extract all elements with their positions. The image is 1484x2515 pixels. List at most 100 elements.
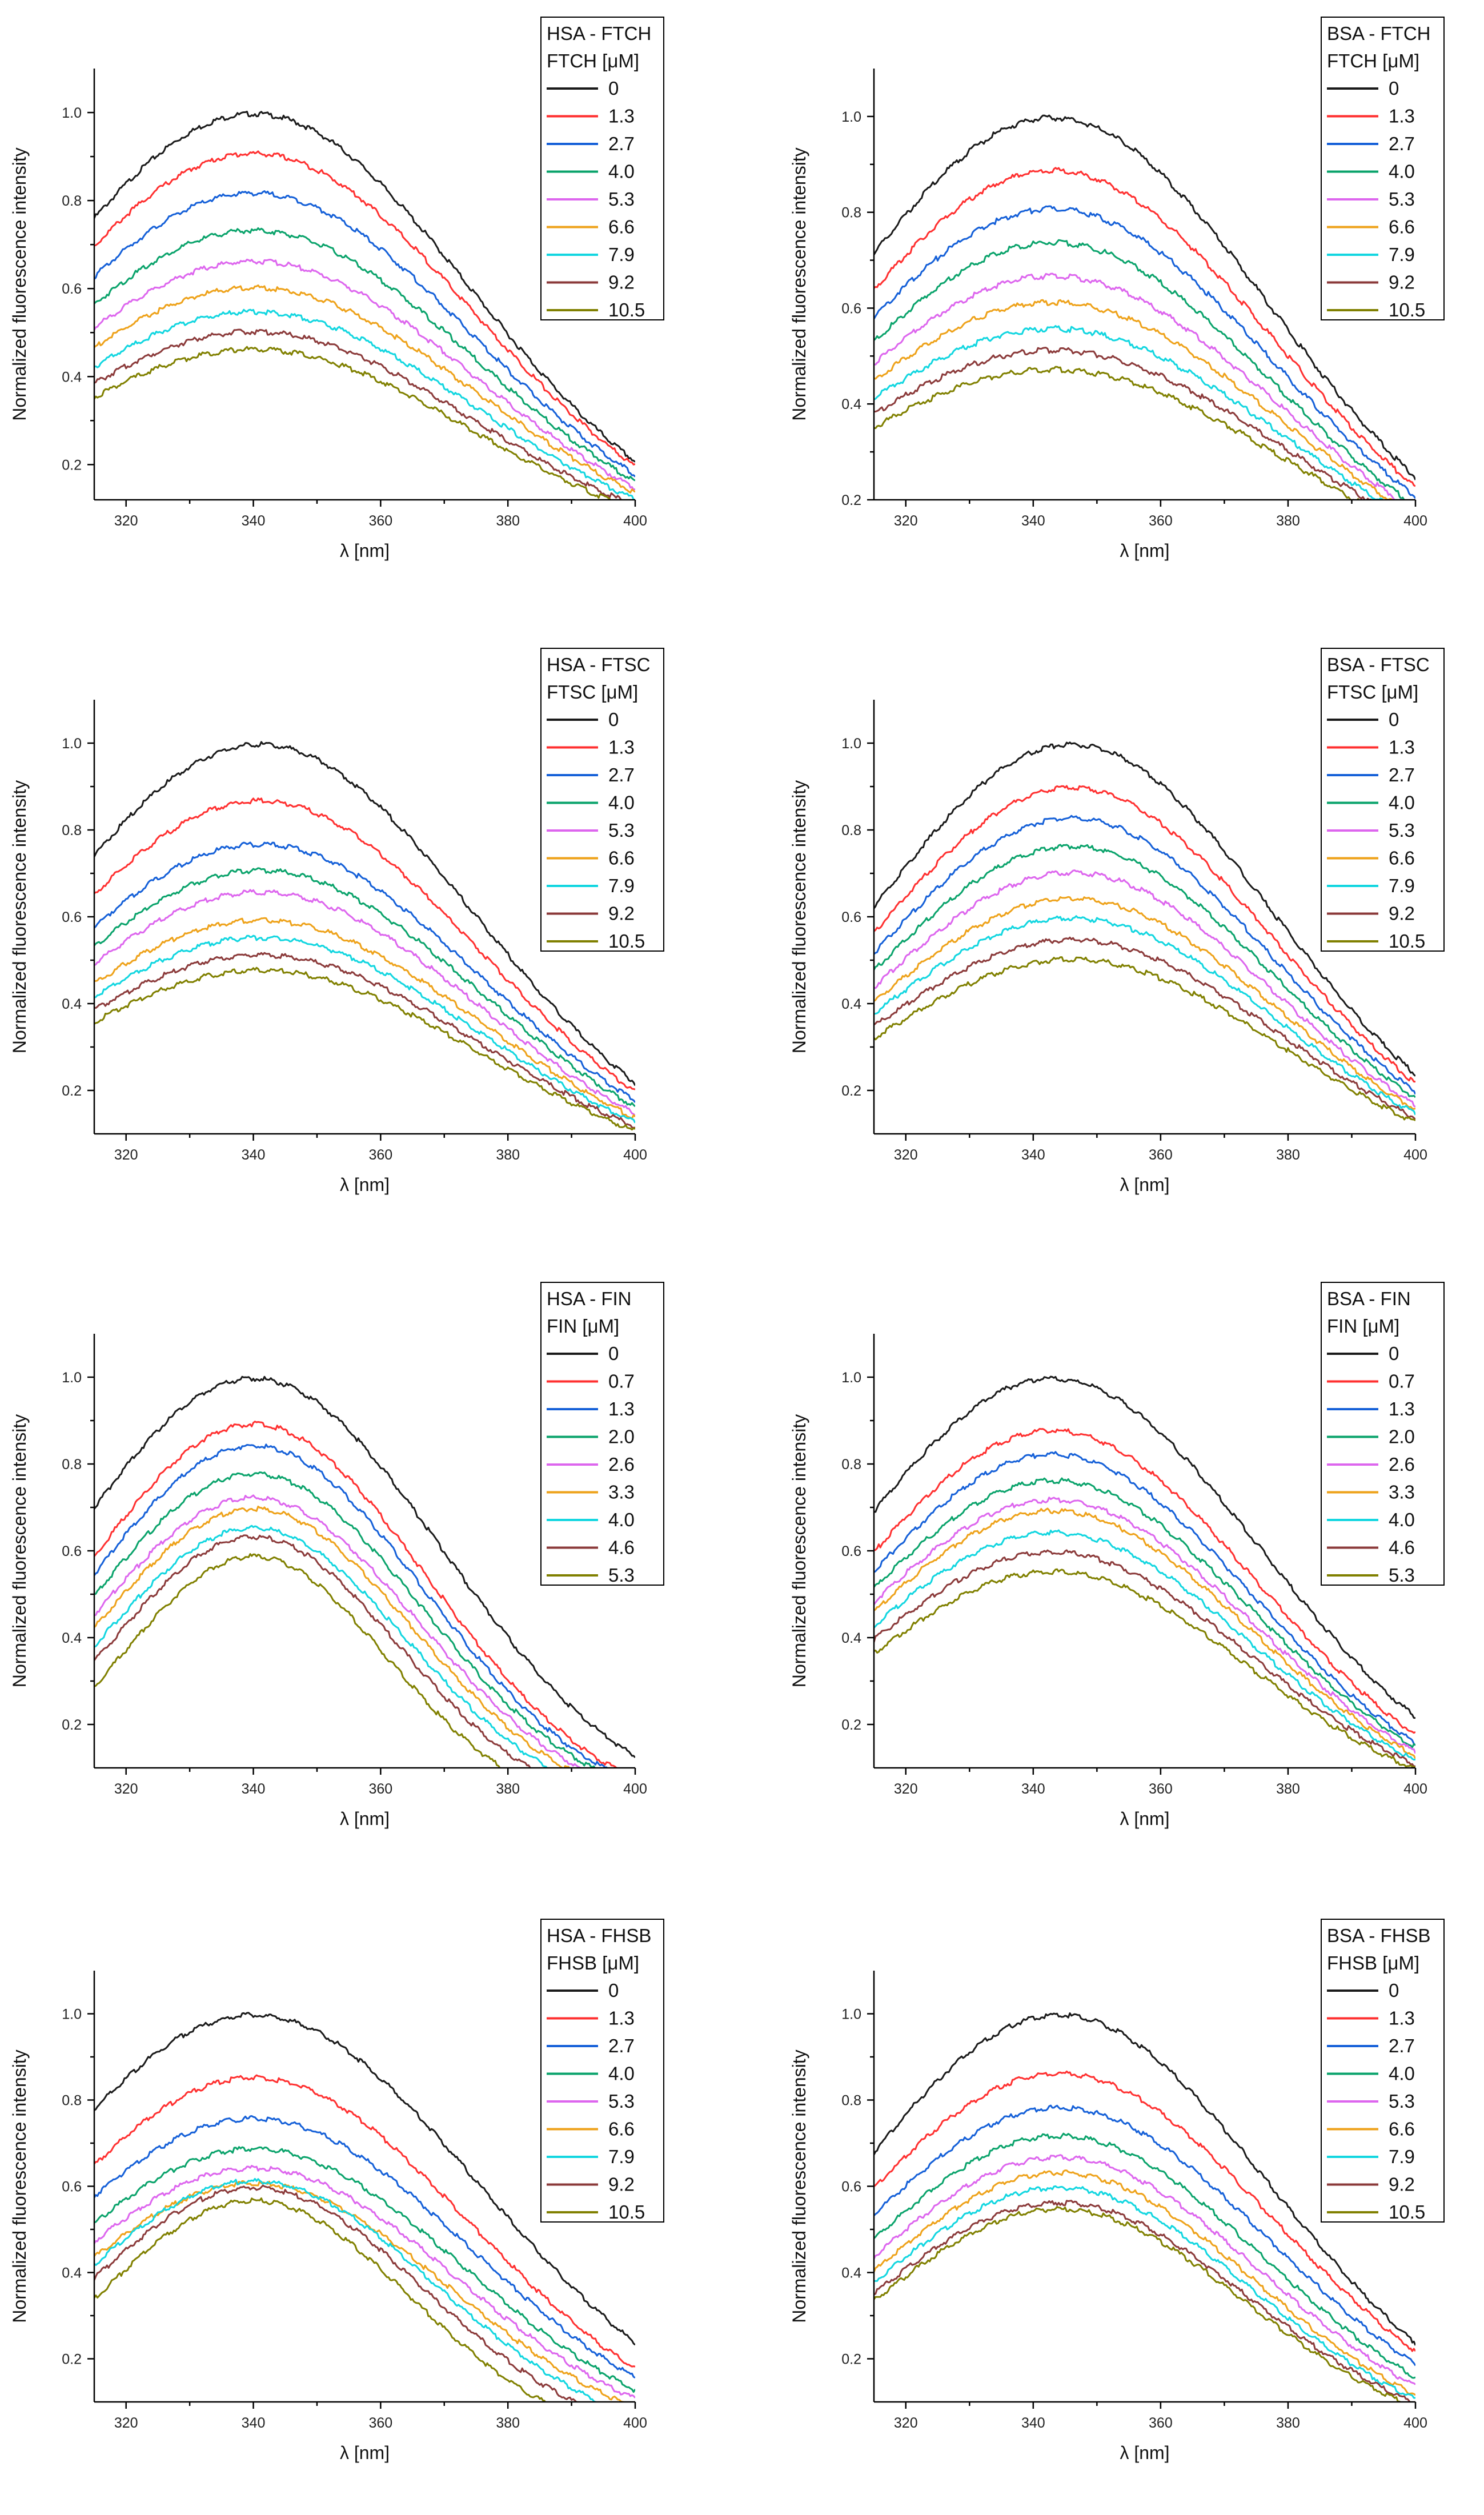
x-tick-label: 380 <box>1276 513 1300 529</box>
series-line-bsa-fhsb-0 <box>874 2012 1415 2346</box>
legend-subtitle: FTCH [μM] <box>1327 50 1419 71</box>
y-tick-label: 0.8 <box>841 1457 861 1473</box>
y-tick-label: 0.6 <box>62 2179 82 2195</box>
legend-label: 1.3 <box>1389 2008 1415 2029</box>
legend-label: 1.3 <box>1389 1398 1415 1419</box>
y-axis-title: Normalized fluorescence intensity <box>789 147 809 420</box>
legend-subtitle: FIN [μM] <box>547 1315 619 1337</box>
legend-label: 2.0 <box>1389 1426 1415 1447</box>
legend-label: 5.3 <box>1389 1565 1415 1586</box>
y-axis-title: Normalized fluorescence intensity <box>9 2049 30 2323</box>
legend-label: 9.2 <box>1389 2174 1415 2195</box>
series-line-hsa-fin-2 <box>94 1443 608 1768</box>
legend-label: 10.5 <box>608 299 645 320</box>
x-tick-label: 360 <box>1149 1147 1173 1163</box>
series-line-hsa-ftch-0 <box>94 110 635 463</box>
legend-label: 1.3 <box>608 1398 635 1419</box>
y-tick-label: 0.6 <box>62 909 82 925</box>
y-tick-label: 0.4 <box>62 996 82 1012</box>
series-line-hsa-ftsc-2 <box>94 841 635 1103</box>
legend-box <box>1321 648 1445 952</box>
legend-label: 10.5 <box>608 2201 645 2223</box>
x-tick-label: 320 <box>114 2415 138 2431</box>
legend-label: 0 <box>608 709 619 730</box>
legend-label: 6.6 <box>1389 848 1415 869</box>
y-axis-title: Normalized fluorescence intensity <box>789 780 809 1053</box>
chart-panel-hsa-fin: 320 340 360 380 400 0.2 0.4 0.6 0.8 1.0 λ [nm] Norm… <box>9 1282 664 1829</box>
y-tick-label: 0.6 <box>62 1543 82 1559</box>
y-tick-label: 0.4 <box>841 996 861 1012</box>
x-axis-title: λ [nm] <box>340 540 390 561</box>
series-line-hsa-fhsb-6 <box>94 2177 606 2402</box>
y-tick-label: 0.6 <box>62 281 82 297</box>
series-line-bsa-ftch-4 <box>874 272 1403 500</box>
x-tick-label: 400 <box>623 1781 647 1797</box>
series-line-bsa-ftsc-5 <box>874 896 1415 1110</box>
legend-label: 1.3 <box>608 106 635 127</box>
legend-label: 7.9 <box>1389 2146 1415 2167</box>
series-line-bsa-fin-1 <box>874 1427 1415 1734</box>
series-line-bsa-ftsc-7 <box>874 936 1415 1120</box>
legend-label: 10.5 <box>1389 2201 1425 2223</box>
series-line-bsa-ftch-5 <box>874 299 1393 500</box>
legend-subtitle: FTSC [μM] <box>547 681 638 703</box>
legend-label: 4.0 <box>608 1509 635 1530</box>
legend-label: 2.6 <box>608 1454 635 1475</box>
y-tick-label: 0.2 <box>62 1717 82 1733</box>
x-tick-label: 360 <box>1149 513 1173 529</box>
legend-label: 0 <box>1389 709 1399 730</box>
chart-panel-bsa-ftsc: 320 340 360 380 400 0.2 0.4 0.6 0.8 1.0 λ [nm] Norm… <box>789 648 1445 1195</box>
legend-label: 7.9 <box>608 244 635 265</box>
chart-panel-bsa-ftch: 320 340 360 380 400 0.2 0.4 0.6 0.8 1.0 λ [nm] Norm… <box>789 17 1445 561</box>
series-line-hsa-fin-5 <box>94 1505 572 1768</box>
series-line-bsa-ftch-3 <box>874 239 1406 500</box>
x-tick-label: 320 <box>894 1147 918 1163</box>
y-tick-label: 0.4 <box>841 396 861 412</box>
series-line-bsa-fin-4 <box>874 1497 1415 1754</box>
y-tick-label: 0.8 <box>62 823 82 839</box>
series-line-bsa-fin-6 <box>874 1529 1415 1761</box>
series-line-hsa-fhsb-5 <box>94 2180 625 2402</box>
legend-label: 4.0 <box>1389 792 1415 813</box>
legend-label: 5.3 <box>1389 2091 1415 2112</box>
x-tick-label: 400 <box>623 1147 647 1163</box>
series-line-hsa-ftsc-4 <box>94 889 635 1117</box>
chart-panel-hsa-ftsc: 320 340 360 380 400 0.2 0.4 0.6 0.8 1.0 λ [nm] Norm… <box>9 648 664 1195</box>
series-line-bsa-ftch-7 <box>874 347 1373 500</box>
legend-label: 10.5 <box>608 930 645 952</box>
x-axis-title: λ [nm] <box>340 1808 390 1829</box>
x-tick-label: 360 <box>368 1781 392 1797</box>
x-tick-label: 380 <box>1276 2415 1300 2431</box>
series-line-hsa-ftch-6 <box>94 308 635 500</box>
series-line-bsa-fhsb-5 <box>874 2169 1415 2396</box>
legend-label: 2.7 <box>608 133 635 154</box>
series-line-bsa-ftsc-4 <box>874 869 1415 1108</box>
legend-label: 2.7 <box>1389 2035 1415 2056</box>
legend-label: 3.3 <box>608 1482 635 1503</box>
y-tick-label: 0.2 <box>62 2352 82 2368</box>
series-line-hsa-ftch-5 <box>94 284 635 494</box>
series-line-bsa-fhsb-8 <box>874 2206 1402 2402</box>
chart-panel-hsa-fhsb: 320 340 360 380 400 0.2 0.4 0.6 0.8 1.0 λ [nm] Norm… <box>9 1919 664 2463</box>
y-tick-label: 0.6 <box>841 1543 861 1559</box>
x-tick-label: 360 <box>1149 2415 1173 2431</box>
series-line-bsa-fhsb-6 <box>874 2185 1415 2399</box>
legend-label: 1.3 <box>608 737 635 758</box>
y-tick-label: 1.0 <box>62 105 82 121</box>
x-tick-label: 400 <box>1403 513 1427 529</box>
x-tick-label: 360 <box>368 2415 392 2431</box>
series-line-hsa-fhsb-4 <box>94 2165 635 2398</box>
series-line-bsa-ftch-8 <box>874 366 1362 500</box>
legend-label: 5.3 <box>608 820 635 841</box>
x-tick-label: 400 <box>1403 1781 1427 1797</box>
x-tick-label: 400 <box>623 2415 647 2431</box>
legend-label: 0 <box>608 78 619 99</box>
x-axis-title: λ [nm] <box>1120 540 1169 561</box>
series-line-hsa-ftch-1 <box>94 150 635 466</box>
series-line-bsa-fhsb-2 <box>874 2104 1415 2366</box>
x-tick-label: 320 <box>894 1781 918 1797</box>
series-line-bsa-ftch-6 <box>874 325 1383 500</box>
legend-title: BSA - FIN <box>1327 1288 1411 1309</box>
legend-label: 9.2 <box>1389 272 1415 293</box>
